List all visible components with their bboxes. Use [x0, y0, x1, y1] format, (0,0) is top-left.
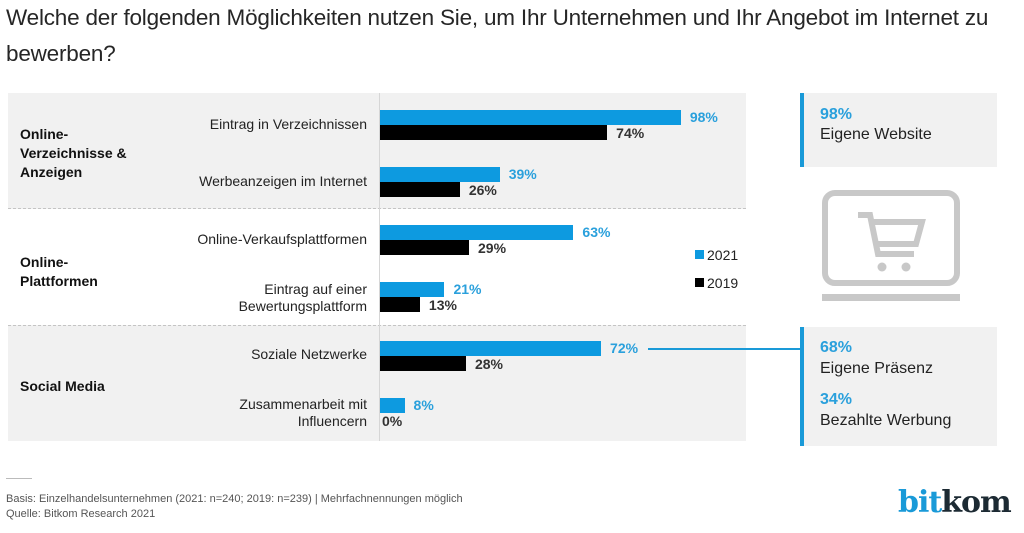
legend-swatch-2019 — [695, 278, 704, 287]
bar-2021-2 — [380, 225, 574, 240]
category-label: Zusammenarbeit mit Influencern — [239, 396, 367, 430]
bar-2019-2 — [380, 240, 470, 255]
legend-item-2021: 2021 — [695, 247, 738, 263]
category-label-line: Influencern — [297, 413, 367, 429]
logo-part: kom — [941, 485, 1012, 520]
data-label-2021-2: 63% — [582, 224, 611, 240]
bar-2019-4 — [380, 356, 466, 371]
section-bg-social-media — [8, 325, 746, 441]
group-label-line: Verzeichnisse & — [20, 145, 127, 161]
laptop-shopping-cart-icon — [822, 190, 960, 301]
legend-item-2019: 2019 — [695, 275, 738, 291]
callout-own-website: 98% Eigene Website — [800, 93, 997, 167]
callout-value: 34% — [820, 391, 853, 408]
data-label-2021-1: 39% — [508, 166, 537, 182]
legend-label: 2021 — [707, 247, 739, 263]
data-label-2019-4: 28% — [474, 356, 503, 372]
bar-2021-5 — [380, 398, 405, 413]
category-label-line: Soziale Netzwerke — [251, 346, 367, 362]
category-label-line: Eintrag in Verzeichnissen — [209, 116, 367, 132]
callout-value: 68% — [820, 339, 853, 356]
data-label-2019-3: 13% — [428, 297, 457, 313]
category-label: Online-Verkaufsplattformen — [197, 231, 367, 248]
callout-text: Bezahlte Werbung — [820, 412, 952, 429]
footnote-source: Quelle: Bitkom Research 2021 — [6, 508, 156, 520]
group-label-social-media: Social Media — [20, 377, 105, 396]
section-bg-online-platforms — [8, 209, 746, 325]
data-label-2021-4: 72% — [610, 340, 639, 356]
bar-2019-1 — [380, 182, 460, 197]
bitkom-logo: bitkom — [898, 485, 1012, 521]
section-divider — [8, 208, 746, 209]
bar-2019-0 — [380, 125, 608, 140]
category-label: Soziale Netzwerke — [251, 346, 367, 363]
callout-social-media: 68% Eigene Präsenz 34% Bezahlte Werbung — [800, 327, 997, 446]
category-label-line: Bewertungsplattform — [238, 298, 367, 314]
callout-accent-bar — [800, 327, 804, 446]
bar-2021-0 — [380, 110, 681, 125]
bar-2021-3 — [380, 282, 445, 297]
group-label-online-directories: Online- Verzeichnisse & Anzeigen — [20, 125, 127, 182]
group-label-line: Online- — [20, 126, 69, 142]
y-axis-line — [379, 93, 380, 441]
group-label-line: Plattformen — [20, 273, 98, 289]
group-label-line: Social Media — [20, 378, 105, 394]
category-label-line: Eintrag auf einer — [264, 281, 367, 297]
data-label-2019-0: 74% — [616, 125, 645, 141]
callout-text: Eigene Präsenz — [820, 360, 933, 377]
data-label-2019-2: 29% — [478, 240, 507, 256]
category-label: Eintrag auf einer Bewertungsplattform — [239, 281, 367, 315]
category-label-line: Zusammenarbeit mit — [239, 396, 367, 412]
bar-2021-1 — [380, 167, 500, 182]
callout-accent-bar — [800, 93, 804, 167]
bar-2021-4 — [380, 341, 602, 356]
category-label-line: Werbeanzeigen im Internet — [199, 173, 367, 189]
group-label-line: Anzeigen — [20, 164, 83, 180]
callout-connector-line — [648, 348, 800, 350]
callout-value: 98% — [820, 106, 853, 123]
footer-rule — [6, 478, 32, 479]
data-label-2019-1: 26% — [468, 182, 497, 198]
logo-part: bit — [898, 485, 942, 520]
data-label-2019-5: 0% — [382, 413, 403, 429]
category-label-line: Online-Verkaufsplattformen — [197, 231, 367, 247]
section-divider — [8, 325, 746, 326]
data-label-2021-0: 98% — [689, 109, 718, 125]
category-label: Werbeanzeigen im Internet — [199, 173, 367, 190]
callout-text: Eigene Website — [820, 126, 932, 143]
data-label-2021-3: 21% — [453, 281, 482, 297]
chart-title: Welche der folgenden Möglichkeiten nutze… — [6, 5, 989, 66]
data-label-2021-5: 8% — [413, 397, 434, 413]
group-label-online-platforms: Online- Plattformen — [20, 253, 98, 291]
category-label: Eintrag in Verzeichnissen — [210, 116, 367, 133]
group-label-line: Online- — [20, 254, 69, 270]
legend-swatch-2021 — [695, 250, 704, 259]
footnote-basis: Basis: Einzelhandelsunternehmen (2021: n… — [6, 493, 463, 505]
bar-2019-3 — [380, 297, 420, 312]
legend-label: 2019 — [707, 275, 739, 291]
